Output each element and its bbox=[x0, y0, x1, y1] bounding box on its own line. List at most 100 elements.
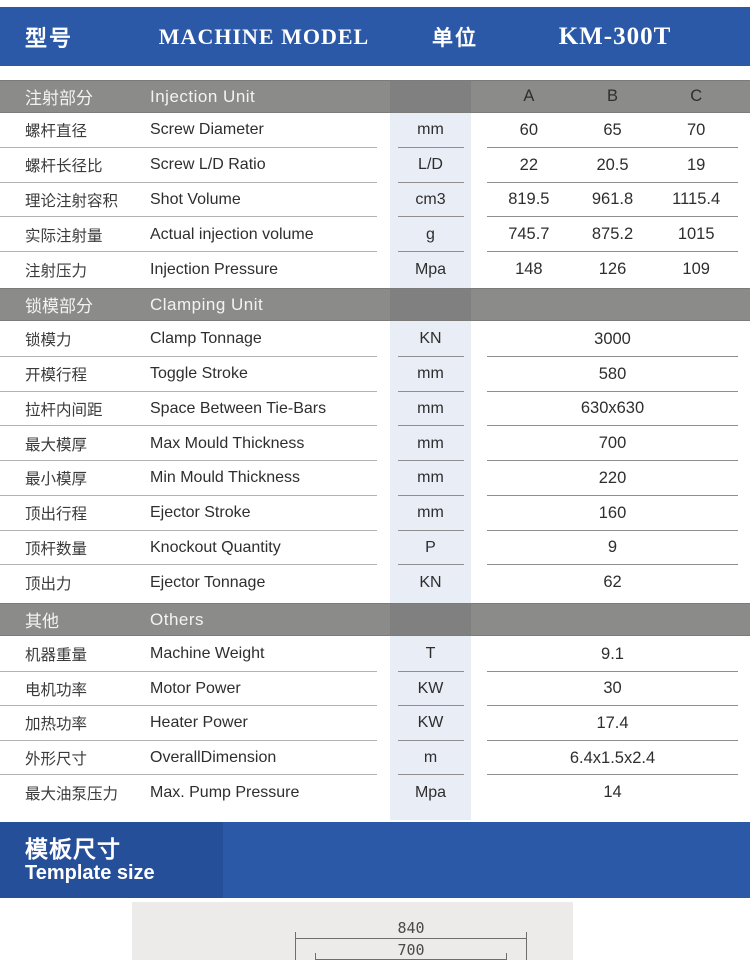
row-unit: P bbox=[425, 538, 436, 556]
row-value: 30 bbox=[603, 679, 622, 698]
row-divider-labels bbox=[0, 460, 377, 461]
spec-row: 开模行程 Toggle Stroke mm 580 bbox=[0, 357, 750, 392]
row-value: 6.4x1.5x2.4 bbox=[569, 748, 656, 767]
row-divider-unit bbox=[398, 146, 464, 148]
section-header: 锁模部分 Clamping Unit bbox=[0, 288, 750, 321]
row-label-cn: 机器重量 bbox=[25, 647, 88, 665]
row-value: 17.4 bbox=[596, 713, 629, 732]
row-divider-values bbox=[487, 390, 738, 392]
row-divider-values bbox=[487, 564, 738, 566]
row-values: 220 bbox=[487, 461, 738, 496]
row-label-cn: 加热功率 bbox=[25, 716, 88, 734]
row-divider-values bbox=[487, 460, 738, 461]
row-label-en: Ejector Tonnage bbox=[150, 573, 266, 591]
row-divider-unit bbox=[398, 705, 464, 707]
row-label-cn: 注射压力 bbox=[25, 262, 88, 280]
row-value: 148 bbox=[515, 260, 543, 279]
row-divider-unit bbox=[398, 774, 464, 776]
row-value: 14 bbox=[603, 783, 622, 802]
row-values: 62 bbox=[487, 565, 738, 600]
dimension-line-outer bbox=[295, 938, 527, 939]
row-label-cn: 实际注射量 bbox=[25, 227, 103, 245]
row-values: 9.1 bbox=[487, 637, 738, 672]
row-unit: mm bbox=[417, 469, 444, 487]
spec-row: 加热功率 Heater Power KW 17.4 bbox=[0, 706, 750, 741]
row-unit: KN bbox=[419, 573, 442, 591]
row-label-en: OverallDimension bbox=[150, 749, 277, 767]
row-values: 700 bbox=[487, 426, 738, 461]
row-unit: Mpa bbox=[414, 260, 447, 278]
row-values: 3000 bbox=[487, 322, 738, 357]
row-divider-unit bbox=[398, 216, 464, 218]
dimension-tick bbox=[315, 953, 316, 960]
row-values: 160 bbox=[487, 496, 738, 531]
row-values: 580 bbox=[487, 357, 738, 392]
row-divider-values bbox=[487, 216, 738, 218]
row-label-en: Min Mould Thickness bbox=[150, 469, 300, 487]
section-rows: 螺杆直径 Screw Diameter mm 60 65 70 螺杆长径比 Screw L/D… bbox=[0, 113, 750, 287]
row-value: 220 bbox=[598, 468, 627, 487]
row-unit: mm bbox=[417, 434, 444, 452]
row-label-en: Machine Weight bbox=[150, 645, 265, 663]
row-label-en: Screw L/D Ratio bbox=[150, 156, 266, 174]
row-values: 6.4x1.5x2.4 bbox=[487, 741, 738, 776]
section-title-en: Others bbox=[150, 609, 205, 629]
row-values: 745.7 875.2 1015 bbox=[487, 217, 738, 252]
platen-diagram: 840 700 bbox=[132, 902, 573, 960]
spec-row: 螺杆直径 Screw Diameter mm 60 65 70 bbox=[0, 113, 750, 148]
section-title-en: Injection Unit bbox=[150, 86, 256, 106]
row-divider-labels bbox=[0, 705, 377, 707]
variant-column-headers: A B C bbox=[487, 81, 738, 112]
row-unit: KW bbox=[417, 679, 444, 697]
dimension-label-outer: 840 bbox=[397, 919, 425, 937]
row-divider-labels bbox=[0, 216, 377, 218]
row-divider-unit bbox=[398, 355, 464, 357]
template-size-banner: 模板尺寸 Template size bbox=[0, 822, 750, 898]
row-label-cn: 螺杆长径比 bbox=[25, 158, 103, 176]
row-label-cn: 顶杆数量 bbox=[25, 540, 88, 558]
row-label-en: Shot Volume bbox=[150, 190, 241, 208]
section-title-cn: 注射部分 bbox=[25, 89, 93, 108]
template-size-title-en: Template size bbox=[25, 862, 155, 884]
row-values: 14 bbox=[487, 775, 738, 810]
row-label-en: Toggle Stroke bbox=[150, 365, 248, 383]
row-divider-unit bbox=[398, 529, 464, 531]
row-values: 148 126 109 bbox=[487, 252, 738, 287]
row-value: 62 bbox=[603, 573, 622, 592]
spec-row: 外形尺寸 OverallDimension m 6.4x1.5x2.4 bbox=[0, 741, 750, 776]
row-divider-labels bbox=[0, 529, 377, 531]
dimension-label-inner: 700 bbox=[397, 941, 425, 959]
row-divider-labels bbox=[0, 390, 377, 392]
row-label-en: Max Mould Thickness bbox=[150, 434, 305, 452]
row-unit: cm3 bbox=[415, 190, 446, 208]
spec-row: 拉杆内间距 Space Between Tie-Bars mm 630x630 bbox=[0, 392, 750, 427]
row-divider-values bbox=[487, 425, 738, 427]
row-value: 875.2 bbox=[591, 225, 634, 244]
row-value: 9.1 bbox=[601, 644, 624, 663]
row-unit: KN bbox=[419, 330, 442, 348]
spec-row: 注射压力 Injection Pressure Mpa 148 126 109 bbox=[0, 252, 750, 287]
section-header: 注射部分 Injection Unit A B C bbox=[0, 80, 750, 113]
row-unit: Mpa bbox=[414, 783, 447, 801]
section-unit-shade bbox=[390, 289, 471, 320]
row-value: 109 bbox=[682, 260, 710, 279]
row-divider-unit bbox=[398, 460, 464, 461]
dimension-tick bbox=[506, 953, 507, 960]
spec-row: 顶杆数量 Knockout Quantity P 9 bbox=[0, 531, 750, 566]
row-value: 19 bbox=[687, 155, 706, 174]
section-rows: 机器重量 Machine Weight T 9.1 电机功率 Motor Power KW 3… bbox=[0, 637, 750, 810]
row-label-en: Clamp Tonnage bbox=[150, 330, 262, 348]
spec-row: 最大模厚 Max Mould Thickness mm 700 bbox=[0, 426, 750, 461]
row-divider-values bbox=[487, 670, 738, 672]
model-label-cn: 型号 bbox=[25, 25, 74, 51]
row-divider-values bbox=[487, 181, 738, 183]
row-unit: mm bbox=[417, 365, 444, 383]
row-divider-unit bbox=[398, 251, 464, 253]
section-unit-shade bbox=[390, 604, 471, 635]
row-value: 1115.4 bbox=[672, 190, 721, 209]
row-label-en: Screw Diameter bbox=[150, 121, 264, 139]
row-label-cn: 拉杆内间距 bbox=[25, 401, 103, 419]
row-divider-labels bbox=[0, 670, 377, 672]
row-label-en: Actual injection volume bbox=[150, 225, 314, 243]
